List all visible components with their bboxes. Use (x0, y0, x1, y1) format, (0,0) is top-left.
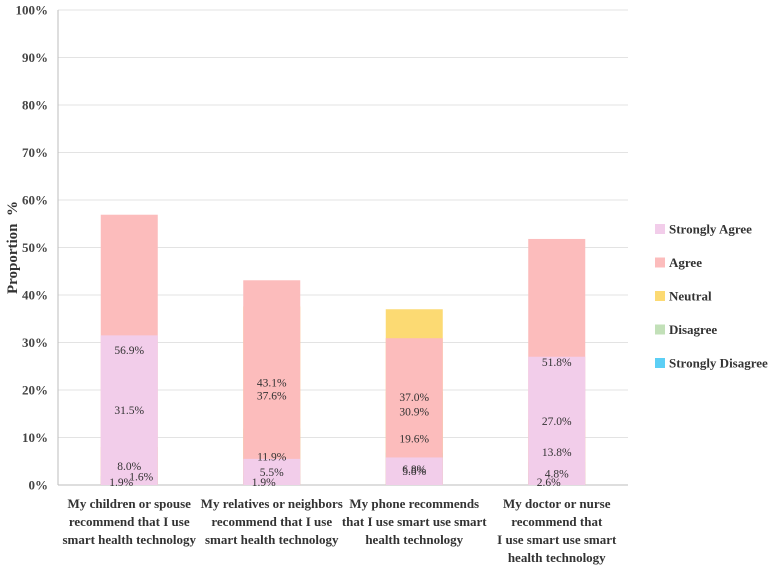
x-category-label-line: My doctor or nurse (503, 496, 611, 511)
data-label: 4.8% (545, 469, 569, 481)
y-tick-label: 0% (29, 478, 49, 493)
data-label: 6.8% (402, 464, 426, 476)
data-label: 27.0% (542, 416, 572, 428)
data-label: 5.8% (402, 466, 426, 478)
x-category-label-line: My relatives or neighbors (201, 496, 343, 511)
legend-label: Agree (669, 255, 702, 270)
x-category-label-line: that I use smart use smart (342, 514, 487, 529)
y-tick-label: 50% (22, 240, 48, 255)
legend-label: Strongly Agree (669, 222, 752, 237)
y-tick-label: 30% (22, 335, 48, 350)
data-label: 37.6% (257, 391, 287, 403)
bar-segment (528, 356, 586, 485)
y-axis-title: Proportion % (5, 201, 21, 294)
bars (100, 214, 586, 485)
bar-segment (100, 335, 158, 485)
legend-swatch (655, 324, 665, 335)
data-label: 5.5% (260, 467, 284, 479)
y-tick-label: 10% (22, 430, 48, 445)
data-label: 31.5% (114, 405, 144, 417)
x-category-label-line: recommend that I use (69, 514, 190, 529)
y-tick-label: 60% (22, 193, 48, 208)
legend-label: Neutral (669, 289, 712, 304)
legend-swatch (655, 224, 665, 234)
y-tick-label: 90% (22, 50, 48, 65)
legend-swatch (655, 257, 665, 268)
data-label: 13.8% (542, 447, 572, 459)
legend-swatch (655, 291, 665, 301)
data-label: 19.6% (399, 433, 429, 445)
y-axis-ticks: 0% 10% 20% 30% 40% 50% 60% 70% 80% 90% 100% (16, 3, 49, 493)
legend-label: Strongly Disagree (669, 356, 768, 371)
bar-segment (243, 280, 301, 485)
x-category-label-line: health technology (365, 532, 463, 547)
x-category-label-line: My phone recommends (349, 496, 479, 511)
data-labels: 1.9%1.6%8.0%56.9%31.5%1.9%11.9%37.6%43.1… (109, 345, 572, 489)
x-category-label-line: recommend that I use (211, 514, 332, 529)
data-label: 51.8% (542, 357, 572, 369)
data-label: 56.9% (114, 345, 144, 357)
y-tick-label: 70% (22, 145, 48, 160)
x-category-label-line: smart health technology (205, 532, 339, 547)
y-tick-label: 40% (22, 288, 48, 303)
data-label: 1.6% (129, 471, 153, 483)
y-tick-label: 20% (22, 383, 48, 398)
data-label: 8.0% (117, 461, 141, 473)
x-category-label-line: smart health technology (62, 532, 196, 547)
bar-segment (385, 457, 443, 485)
data-label: 2.6% (537, 477, 561, 489)
y-tick-label: 80% (22, 98, 48, 113)
data-label: 1.9% (252, 477, 276, 489)
bar-segment (243, 458, 301, 485)
x-axis-category-labels: My children or spouse recommend that I us… (62, 496, 617, 565)
legend-label: Disagree (669, 322, 717, 337)
data-label: 30.9% (399, 407, 429, 419)
data-label: 37.0% (399, 392, 429, 404)
x-category-label-line: recommend that (511, 514, 603, 529)
data-label: 43.1% (257, 378, 287, 390)
data-label: 11.9% (257, 452, 287, 464)
x-category-label-line: I use smart use smart (497, 532, 617, 547)
x-category-label-line: health technology (508, 550, 606, 565)
data-label: 1.9% (109, 477, 133, 489)
legend-swatch (655, 358, 665, 368)
y-tick-label: 100% (16, 3, 49, 18)
legend: Strongly Agree Agree Neutral Disagree Strong… (655, 222, 768, 371)
x-category-label-line: My children or spouse (68, 496, 192, 511)
